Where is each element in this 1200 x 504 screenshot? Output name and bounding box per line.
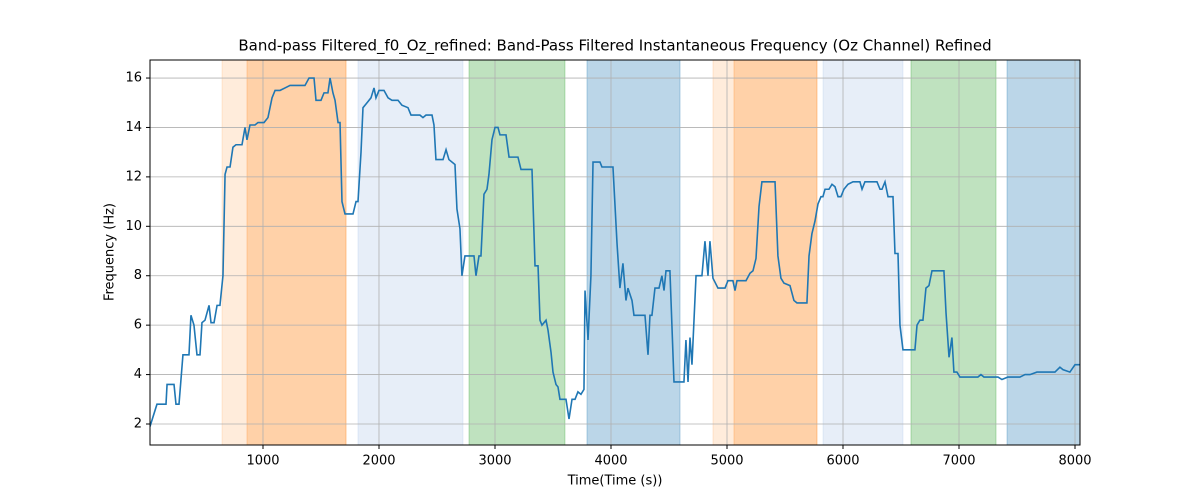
x-tick-label: 8000: [1058, 454, 1091, 469]
x-tick-label: 1000: [246, 454, 279, 469]
y-tick-label: 6: [134, 318, 142, 333]
y-tick-label: 10: [125, 219, 142, 234]
x-tick-label: 6000: [826, 454, 859, 469]
x-tick-label: 7000: [942, 454, 975, 469]
span: [1006, 60, 1080, 445]
y-tick-label: 14: [125, 120, 142, 135]
data-line: [150, 77, 1080, 427]
span: [246, 60, 347, 445]
span: [586, 60, 681, 445]
y-tick-label: 16: [125, 71, 142, 86]
y-tick-label: 12: [125, 169, 142, 184]
span: [468, 60, 566, 445]
x-axis-label: Time(Time (s)): [567, 474, 663, 489]
x-tick-label: 3000: [478, 454, 511, 469]
span: [357, 60, 464, 445]
span: [221, 60, 347, 445]
y-tick-label: 8: [134, 268, 142, 283]
span: [712, 60, 818, 445]
axes-frame: [149, 59, 1081, 446]
x-tick-label: 5000: [710, 454, 743, 469]
span: [733, 60, 818, 445]
chart-title: Band-pass Filtered_f0_Oz_refined: Band-P…: [238, 37, 991, 56]
x-tick-label: 2000: [362, 454, 395, 469]
x-tick-label: 4000: [594, 454, 627, 469]
y-axis-label: Frequency (Hz): [103, 203, 118, 301]
y-tick-label: 2: [134, 416, 142, 431]
y-tick-label: 4: [134, 367, 142, 382]
span: [822, 60, 904, 445]
span: [910, 60, 997, 445]
